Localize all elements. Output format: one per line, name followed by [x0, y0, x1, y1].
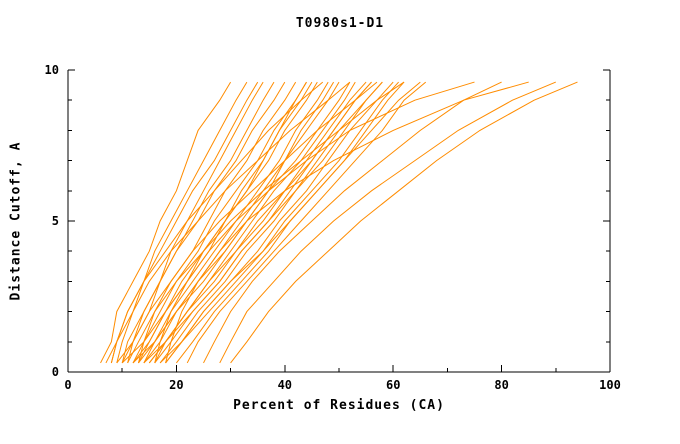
model-curve: [186, 81, 427, 364]
y-tick-label: 0: [52, 365, 59, 379]
model-curve: [165, 81, 405, 364]
model-curve: [165, 81, 529, 364]
model-curve: [219, 81, 556, 364]
model-curve: [110, 81, 324, 364]
x-tick-label: 60: [386, 378, 400, 392]
y-axis-label: Distance Cutoff, A: [8, 141, 24, 301]
model-curve: [159, 81, 394, 364]
model-curve: [116, 81, 351, 364]
model-curve: [176, 81, 421, 364]
model-curve: [165, 81, 399, 364]
x-axis-label: Percent of Residues (CA): [233, 398, 445, 413]
model-curve: [230, 81, 578, 364]
x-tick-label: 0: [64, 378, 71, 392]
model-curve: [148, 81, 367, 364]
model-curve: [203, 81, 502, 364]
model-curve: [143, 81, 351, 364]
model-curve: [143, 81, 340, 364]
model-curve: [154, 81, 372, 364]
model-curve: [121, 81, 307, 364]
model-curve: [138, 81, 318, 364]
x-tick-label: 80: [494, 378, 508, 392]
x-tick-label: 100: [599, 378, 621, 392]
model-curve: [132, 81, 335, 364]
chart-title: T0980s1-D1: [295, 16, 385, 31]
x-tick-label: 40: [278, 378, 292, 392]
model-curve: [110, 81, 259, 364]
y-tick-label: 10: [45, 63, 59, 77]
model-curve: [127, 81, 297, 364]
x-tick-label: 20: [169, 378, 183, 392]
model-curve: [143, 81, 372, 364]
model-curve: [154, 81, 383, 364]
model-curve: [154, 81, 475, 364]
model-curve: [137, 81, 405, 364]
model-curve: [132, 81, 307, 364]
model-curve: [100, 81, 232, 364]
model-curve: [121, 81, 286, 364]
y-tick-label: 5: [52, 214, 59, 228]
model-curve: [127, 81, 378, 364]
model-curve: [159, 81, 383, 364]
